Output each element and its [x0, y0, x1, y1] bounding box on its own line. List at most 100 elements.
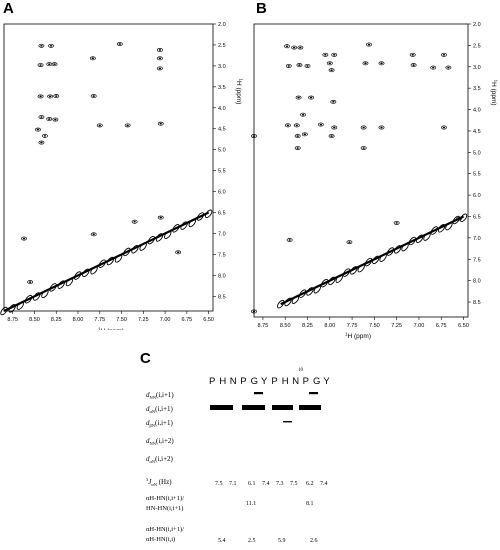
spectrum-b-y-tick-label: 8.0	[473, 279, 481, 285]
spectrum-a-peak-core	[40, 44, 43, 47]
spectrum-a-y-tick-label: 6.5	[218, 211, 226, 217]
spectrum-b-peak	[331, 52, 338, 57]
sequence-residue: H	[282, 376, 289, 387]
spectrum-b-peak	[328, 134, 335, 139]
spectrum-a-y-tick-label: 4.0	[218, 106, 226, 112]
spectrum-b-x-tick-label: 8.75	[258, 323, 269, 329]
spectrum-b-peak-core	[303, 133, 307, 136]
spectrum-a-x-tick-label: 6.50	[203, 317, 214, 323]
spectrum-b-x-tick-label: 6.50	[458, 323, 469, 329]
noe-row-labels: dNN(i,i+1) dαN(i,i+1) dβN(i,i+1) dNN(i,i+2)…	[146, 391, 174, 464]
sequence-residue: Y	[323, 376, 330, 387]
spectrum-a-peak-core	[43, 135, 47, 137]
spectrum-b-y-tick-label: 7.5	[473, 257, 481, 263]
spectrum-b-peak-core	[432, 66, 435, 69]
spectrum-a-y-tick-label: 5.0	[218, 148, 226, 154]
spectrum-a-y-tick-label: 8.0	[218, 273, 226, 279]
spectrum-b-peak	[362, 61, 369, 66]
spectrum-b-peak-core	[362, 126, 365, 129]
spectrum-b-peak	[296, 63, 303, 68]
spectrum-b-peak	[284, 44, 290, 49]
sequence-residue: Y	[261, 376, 268, 387]
spectrum-a-diagonal-peak	[147, 235, 156, 245]
spectrum-a-peak-core	[158, 49, 162, 51]
spectrum-a-x-tick-label: 8.00	[73, 317, 84, 323]
spectrum-b-peak	[330, 99, 337, 104]
spectrum-a-peak	[116, 42, 123, 47]
spectrum-b-peak	[393, 220, 400, 225]
spectrum-b-peak	[378, 61, 385, 66]
spectrum-a-peak-core	[176, 251, 180, 254]
spectrum-a-peak-core	[40, 141, 43, 144]
ratio2-label-line2: αH-HN(i,i)	[146, 536, 175, 543]
spectrum-b-diagonal-peak	[386, 247, 395, 256]
noe-row-label: dαN(i,i+2)	[146, 455, 174, 464]
spectrum-b-diagonal-peak	[408, 236, 417, 246]
spectrum-a-peak	[157, 121, 164, 126]
spectrum-b-peak	[410, 63, 417, 68]
spectrum-a-peak	[90, 94, 97, 99]
spectrum-b-y-tick-label: 5.0	[473, 150, 481, 156]
spectrum-b-y-tick-label: 7.0	[473, 236, 481, 242]
spectrum-a-peak-core	[49, 44, 53, 47]
spectrum-b-x-tick-label: 8.50	[280, 323, 291, 329]
spectrum-a-peak-core	[158, 67, 162, 70]
spectrum-b-peak-core	[411, 53, 414, 56]
spectrum-b-y-tick-label: 4.0	[473, 108, 481, 114]
spectrum-a-y-tick-label: 7.5	[218, 252, 226, 258]
spectrum-b-peak-core	[380, 62, 383, 65]
ratio1-value-2: 8.1	[306, 501, 314, 507]
panel-b-letter: B	[256, 0, 267, 17]
spectrum-b-peak	[346, 240, 353, 245]
spectrum-b-peak	[328, 68, 335, 73]
spectrum-b-y-tick-label: 6.0	[473, 193, 481, 199]
ratio2-value-3: 5.9	[278, 538, 286, 544]
spectrum-b-peak	[430, 65, 437, 70]
spectrum-b-peak	[331, 125, 338, 130]
sequence-residue: G	[313, 376, 320, 387]
sequence-residue: P	[209, 376, 215, 387]
spectrum-b-x-tick-label: 7.00	[414, 323, 425, 329]
coupling-value: 6.1	[248, 481, 256, 487]
residue-number-label: 10	[298, 368, 304, 373]
spectrum-b-peak-core	[333, 126, 336, 129]
spectrum-a-peak-core	[48, 63, 51, 66]
coupling-value: 7.3	[276, 481, 284, 487]
spectrum-a-peak	[90, 232, 97, 237]
spectrum-a-y-tick-label: 8.5	[218, 294, 226, 300]
sequence-residue: P	[271, 376, 277, 387]
spectrum-b-peak-core	[292, 46, 296, 49]
spectrum-a-diagonal-peak	[172, 224, 180, 233]
noe-row-label: dNN(i,i+1)	[146, 391, 174, 400]
ratio2-value-2: 2.5	[248, 538, 256, 544]
spectrum-b-peak-core	[332, 101, 335, 103]
spectrum-b-peak-core	[333, 53, 336, 56]
spectrum-a-peak	[156, 66, 163, 71]
spectrum-a-y-tick-label: 7.0	[218, 231, 226, 237]
spectrum-a-peak-core	[40, 116, 43, 118]
spectrum-b-peak-core	[306, 65, 309, 67]
spectrum-a-peak-core	[53, 63, 56, 66]
spectrum-b-y-tick-label: 6.5	[473, 214, 481, 220]
coupling-value: 7.5	[290, 481, 298, 487]
spectrum-a-peak	[156, 48, 163, 52]
spectrum-a-y-tick-label: 4.5	[218, 127, 226, 133]
spectrum-b-y-tick-label: 2.0	[473, 22, 481, 28]
spectrum-a-peak	[52, 117, 59, 122]
spectrum-b-peak	[284, 123, 291, 128]
spectrum-b-peak-core	[324, 53, 327, 56]
spectrum-b-peak	[445, 65, 452, 70]
spectrum-b-peak	[285, 63, 292, 68]
spectrum-b-peak	[317, 122, 324, 127]
spectrum-b-peak-core	[296, 135, 299, 137]
spectrum-a-x-tick-label: 8.50	[29, 317, 40, 323]
sequence-residue: N	[292, 376, 299, 387]
spectrum-a-peak	[47, 94, 54, 99]
spectrum-b-x-tick-label: 7.75	[347, 323, 358, 329]
spectrum-b-diagonal-ridge	[280, 215, 465, 306]
spectrum-a-diagonal-peak	[73, 271, 82, 280]
spectrum-a-peak-core	[91, 57, 95, 60]
spectrum-a-peak-core	[118, 43, 122, 45]
coupling-value: 7.4	[320, 481, 328, 487]
